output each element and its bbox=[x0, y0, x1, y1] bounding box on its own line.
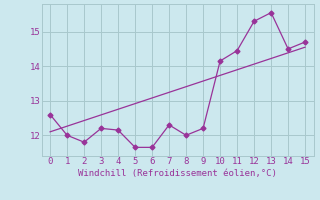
X-axis label: Windchill (Refroidissement éolien,°C): Windchill (Refroidissement éolien,°C) bbox=[78, 169, 277, 178]
